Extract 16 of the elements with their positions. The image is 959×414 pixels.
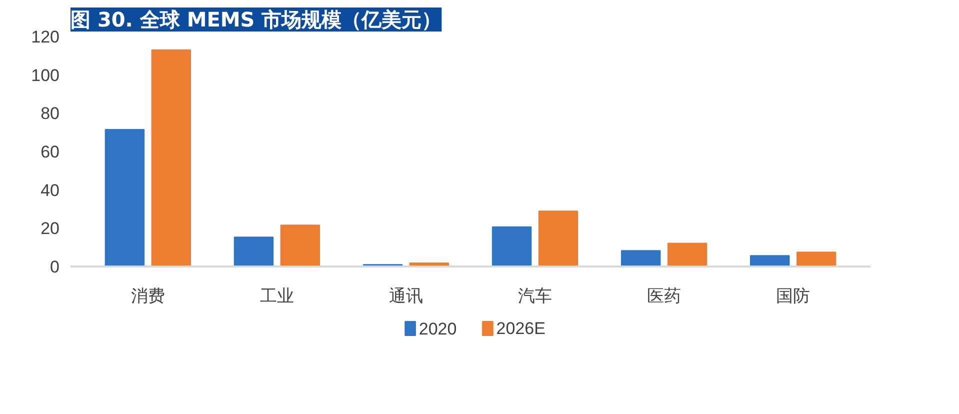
x-tick-label: 汽车 — [518, 286, 552, 306]
legend-label: 2026E — [496, 319, 546, 338]
y-tick-label: 40 — [40, 180, 60, 200]
legend-label: 2020 — [418, 320, 457, 338]
x-tick-label: 通讯 — [388, 286, 423, 306]
y-tick-label: 80 — [40, 104, 60, 124]
y-tick-label: 0 — [50, 258, 60, 276]
y-tick-label: 60 — [40, 142, 60, 162]
y-tick-label: 120 — [31, 28, 60, 46]
chart-title: 图 30. 全球 MEMS 市场规模（亿美元） — [70, 8, 442, 32]
y-tick-label: 20 — [40, 219, 60, 238]
y-tick-label: 100 — [31, 66, 60, 85]
x-tick-label: 工业 — [260, 286, 294, 306]
x-tick-label: 医药 — [647, 286, 682, 306]
x-tick-label: 消费 — [130, 286, 165, 306]
x-tick-label: 国防 — [776, 286, 810, 306]
